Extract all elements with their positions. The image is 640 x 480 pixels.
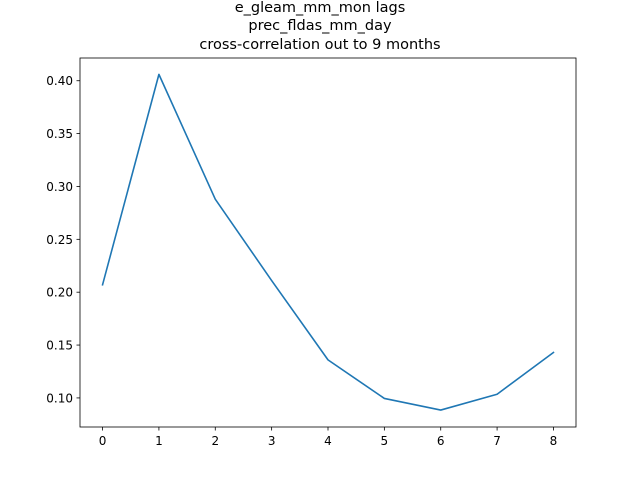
series-group bbox=[101, 73, 555, 411]
y-tick-label: 0.25 bbox=[46, 233, 73, 247]
chart-title-line-3: cross-correlation out to 9 months bbox=[199, 37, 440, 53]
x-tick-label: 5 bbox=[381, 434, 389, 448]
x-tick-label: 7 bbox=[493, 434, 501, 448]
y-tick-label: 0.40 bbox=[46, 74, 73, 88]
y-tick-label: 0.10 bbox=[46, 391, 73, 405]
chart-title: e_gleam_mm_mon lags prec_fldas_mm_day cr… bbox=[199, 0, 440, 53]
plot-frame bbox=[79, 57, 577, 428]
y-tick-label: 0.15 bbox=[46, 339, 73, 353]
x-tick-label: 8 bbox=[550, 434, 558, 448]
series-line-0 bbox=[101, 73, 555, 411]
chart-title-line-1: e_gleam_mm_mon lags bbox=[235, 0, 406, 16]
y-tick-label: 0.30 bbox=[46, 180, 73, 194]
x-tick-label: 1 bbox=[155, 434, 163, 448]
x-tick-label: 6 bbox=[437, 434, 445, 448]
y-tick-label: 0.20 bbox=[46, 286, 73, 300]
x-tick-label: 0 bbox=[99, 434, 107, 448]
y-tick-label: 0.35 bbox=[46, 127, 73, 141]
chart-title-line-2: prec_fldas_mm_day bbox=[248, 18, 392, 34]
x-tick-label: 2 bbox=[211, 434, 219, 448]
x-tick-label: 3 bbox=[268, 434, 276, 448]
axes: 0 1 2 3 4 5 6 7 8 0.10 0.15 0.20 0.25 0.30 0.35 0.40 bbox=[46, 57, 577, 448]
x-tick-label: 4 bbox=[324, 434, 332, 448]
